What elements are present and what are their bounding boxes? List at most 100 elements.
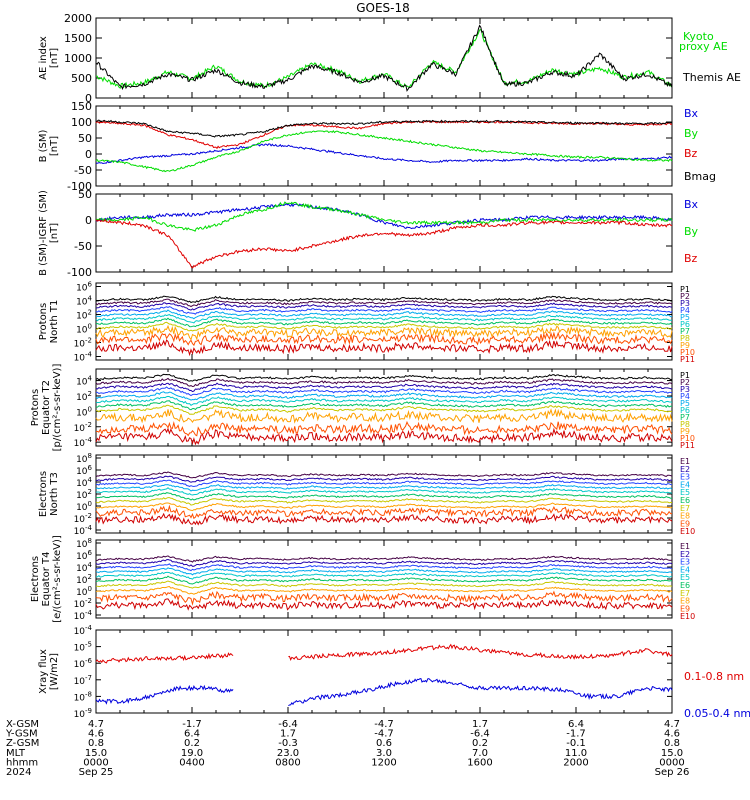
channel-label: P9	[680, 341, 690, 350]
channel-label: E8	[680, 597, 690, 606]
channel-label: P8	[680, 420, 690, 429]
channel-label: E5	[680, 573, 690, 582]
x-row-value: 0.8	[664, 738, 680, 749]
y-label-line: Equator T2	[41, 380, 52, 435]
channel-label: E8	[680, 512, 690, 521]
panel-y-label: Protons Equator T2 [p/(cm²-s-sr-keV)]	[30, 364, 63, 452]
channel-line	[95, 483, 673, 492]
channel-label: E2	[680, 550, 690, 559]
channel-line	[95, 580, 673, 589]
x-row-value: 11.0	[565, 748, 587, 759]
channel-label: E3	[680, 558, 690, 567]
channel-line	[95, 585, 673, 595]
channel-line	[95, 377, 673, 388]
channel-line	[95, 571, 673, 580]
channel-label: P4	[680, 306, 690, 315]
panel-y-label: Electrons Equator T4 [e/(cm²-s-sr-keV)]	[30, 535, 63, 623]
channel-line	[95, 555, 673, 563]
x-row-label: X-GSM	[6, 719, 39, 730]
panel-5: Protons Equator T2 [p/(cm²-s-sr-keV)] 10-4 1…	[30, 364, 695, 452]
x-row-value: -1.7	[182, 719, 202, 730]
panel-y-label: Xray flux [W/m2]	[38, 649, 60, 694]
y-tick-label: 104	[76, 375, 92, 388]
channel-label: E10	[680, 527, 695, 536]
x-row-value: -1.7	[566, 729, 586, 740]
channel-line	[95, 497, 673, 506]
channel-line	[95, 471, 673, 479]
year-label: 2024	[6, 767, 31, 778]
channel-line	[95, 395, 673, 406]
channel-label: P6	[680, 406, 690, 415]
channel-line	[95, 427, 673, 446]
channel-line	[95, 512, 673, 526]
channel-label: E7	[680, 504, 690, 513]
legend-bz: Bz	[684, 252, 698, 265]
channel-line	[95, 590, 673, 606]
y-label-line: North T1	[49, 300, 60, 344]
y-tick-label: 10-8	[74, 690, 92, 703]
x-row-value: 4.6	[88, 729, 104, 740]
channel-line	[95, 295, 672, 304]
y-tick-label: 0	[85, 214, 92, 227]
channel-line	[95, 400, 673, 411]
y-label-line: Protons	[30, 389, 41, 426]
y-label-line: [nT]	[49, 48, 60, 68]
x-row-value: 3.0	[376, 748, 392, 759]
y-tick-label: 104	[76, 295, 92, 308]
y-label-line: AE index	[38, 36, 49, 80]
channel-line	[95, 502, 673, 512]
panel-frame	[95, 629, 673, 714]
panel-2: B (SM) [nT] -100 -50 0 50 100 150	[38, 100, 673, 193]
y-tick-label: 10-4	[74, 624, 93, 637]
x-row-value: 19.0	[181, 748, 203, 759]
y-tick-label: 2000	[64, 12, 92, 25]
series-line	[95, 24, 673, 92]
x-row-value: 4.6	[664, 729, 680, 740]
channel-line	[95, 504, 672, 520]
y-label-line: B (SM)-IGRF (SM)	[38, 190, 49, 276]
series-line	[95, 120, 673, 150]
x-row-label: Y-GSM	[5, 729, 38, 740]
panel-y-label: Electrons North T3	[38, 471, 60, 517]
series-line	[95, 119, 673, 138]
end-date: Sep 26	[655, 767, 690, 778]
panel-frame	[95, 193, 673, 273]
channel-label: E5	[680, 488, 690, 497]
y-tick-label: 10-4	[74, 351, 93, 364]
panel-frame	[95, 17, 673, 99]
x-row-label: hhmm	[6, 757, 38, 768]
series-line	[95, 202, 673, 230]
x-row-label: Z-GSM	[6, 738, 39, 749]
y-tick-label: 500	[71, 72, 92, 85]
y-tick-label: 100	[76, 323, 92, 336]
y-tick-label: 102	[76, 390, 92, 403]
channel-line	[95, 475, 673, 483]
channel-label: P11	[680, 355, 695, 364]
y-label-line: [nT]	[49, 136, 60, 156]
channel-label: P3	[680, 385, 690, 394]
channel-label: P1	[680, 285, 690, 294]
channel-line	[95, 391, 673, 401]
panel-6: Electrons North T310-410-2100102104106108…	[38, 452, 695, 537]
channel-line	[95, 479, 673, 488]
channel-label: P6	[680, 320, 690, 329]
legend-bmag: Bmag	[684, 170, 716, 183]
legend-bx: Bx	[684, 198, 699, 211]
legend-by: By	[684, 225, 699, 238]
series-line	[95, 643, 673, 664]
channel-label: E6	[680, 496, 690, 505]
channel-label: P7	[680, 413, 690, 422]
series-line	[95, 218, 673, 269]
legend-by: By	[684, 127, 699, 140]
legend-proxy-ae: proxy AE	[679, 40, 728, 53]
channel-label: P5	[680, 399, 690, 408]
channel-label: E10	[680, 612, 695, 621]
channel-line	[96, 404, 673, 415]
channel-label: E3	[680, 473, 690, 482]
panel-y-label: B (SM)-IGRF (SM) [nT]	[38, 190, 60, 276]
y-label-line: B (SM)	[38, 129, 49, 162]
channel-label: E1	[680, 457, 690, 466]
